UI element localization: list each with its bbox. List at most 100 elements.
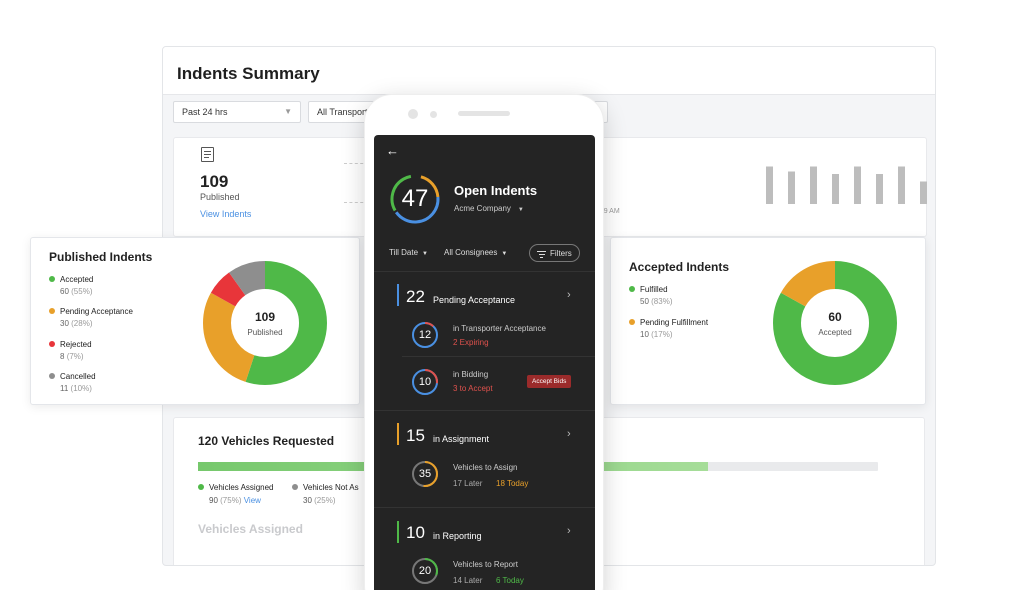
item-count: 12 <box>418 329 432 341</box>
legend-pct: (17%) <box>651 330 673 339</box>
sparkline-placeholder <box>344 163 374 203</box>
donut-center-label: Accepted <box>818 328 852 337</box>
company-name: Acme Company <box>454 204 511 213</box>
legend-label: Pending Acceptance <box>60 307 133 316</box>
item-later: 14 Later <box>453 576 483 585</box>
bar <box>766 166 773 204</box>
chevron-down-icon: ▼ <box>422 251 428 257</box>
filters-button[interactable]: Filters <box>529 244 580 262</box>
bar <box>898 166 905 204</box>
chevron-right-icon[interactable]: › <box>567 289 571 301</box>
legend-pct: (28%) <box>71 319 93 328</box>
bar-time-label: 7:29 AM <box>594 208 620 215</box>
consignees-filter[interactable]: All Consignees ▼ <box>444 248 507 257</box>
published-donut-center: 109 Published <box>225 310 305 337</box>
section-count: 22 <box>406 287 425 306</box>
bar <box>810 166 817 204</box>
section-count: 15 <box>406 426 425 445</box>
chevron-down-icon: ▼ <box>517 207 524 213</box>
legend-pct: (10%) <box>70 384 92 393</box>
legend-dot <box>49 276 55 282</box>
legend-pct: (7%) <box>66 352 84 361</box>
chevron-right-icon[interactable]: › <box>567 428 571 440</box>
divider <box>374 410 595 411</box>
indents-bar-chart-card: 7:29 AM <box>593 137 927 237</box>
item-count: 35 <box>418 468 432 480</box>
speaker-icon <box>458 111 510 116</box>
donut-slice-pending-acceptance <box>203 261 327 385</box>
bar <box>920 181 927 204</box>
bar <box>788 171 795 204</box>
donut-center-label: Published <box>247 328 283 337</box>
legend-label: Vehicles Not As <box>303 483 359 492</box>
item-ring <box>412 322 438 348</box>
document-icon <box>201 147 214 162</box>
legend-value: 8 <box>60 352 65 361</box>
published-donut-chart <box>203 261 327 385</box>
chevron-down-icon: ▼ <box>501 251 508 257</box>
view-indents-link[interactable]: View Indents <box>200 209 252 219</box>
legend-value: 11 <box>60 384 69 393</box>
transporter-value: All Transporte <box>317 107 373 117</box>
bar <box>876 174 883 204</box>
item-later: 17 Later <box>453 479 483 488</box>
date-filter[interactable]: Till Date ▼ <box>389 248 428 257</box>
sensor-icon <box>430 111 437 118</box>
published-label: Published <box>200 192 240 202</box>
donut-center-value: 109 <box>254 310 276 324</box>
section-accent <box>397 521 399 543</box>
divider <box>402 356 595 357</box>
legend-pending-fulfillment: Pending Fulfillment 10 (17%) <box>629 318 708 339</box>
time-range-value: Past 24 hrs <box>182 107 228 117</box>
vehicles-requested-title: 120 Vehicles Requested <box>198 434 335 448</box>
item-title: Vehicles to Assign <box>453 463 518 472</box>
legend-label: Vehicles Assigned <box>209 483 274 492</box>
vehicles-assigned-subtitle: Vehicles Assigned <box>198 522 303 536</box>
legend-value: 60 <box>60 287 69 296</box>
legend-pct: (55%) <box>71 287 93 296</box>
indents-bar-chart <box>766 166 927 204</box>
chevron-right-icon[interactable]: › <box>567 525 571 537</box>
legend-value: 50 <box>640 297 649 306</box>
company-select[interactable]: Acme Company ▼ <box>454 204 524 213</box>
section-label: in Assignment <box>433 434 490 444</box>
vehicles-assigned-legend: Vehicles Assigned 90 (75%) View <box>198 483 274 505</box>
open-indents-count: 47 <box>401 185 429 212</box>
legend-label: Fulfilled <box>640 285 668 294</box>
time-range-select[interactable]: Past 24 hrs ▼ <box>173 101 301 123</box>
vehicles-not-assigned-legend: Vehicles Not As 30 (25%) <box>292 483 359 505</box>
divider <box>374 507 595 508</box>
accept-bids-button[interactable]: Accept Bids <box>527 375 572 388</box>
section-label: Pending Acceptance <box>433 295 516 305</box>
item-today: 18 Today <box>496 479 529 488</box>
dashboard-header: Indents Summary <box>163 47 935 95</box>
legend-dot <box>49 308 55 314</box>
date-filter-label: Till Date <box>389 248 419 257</box>
legend-label: Accepted <box>60 275 94 284</box>
legend-value: 10 <box>640 330 649 339</box>
camera-icon <box>408 109 418 119</box>
page-title: Indents Summary <box>177 64 320 83</box>
donut-slice-cancelled <box>203 261 327 385</box>
legend-dot <box>629 319 635 325</box>
open-indents-title: Open Indents <box>454 183 538 198</box>
bar <box>854 166 861 204</box>
section-count: 10 <box>406 523 425 542</box>
donut-slice-pending-fulfillment <box>773 261 897 385</box>
open-indents-ring <box>390 174 440 224</box>
donut-center-value: 60 <box>828 310 842 324</box>
filters-label: Filters <box>550 249 572 258</box>
divider <box>374 271 595 272</box>
legend-cancelled: Cancelled 11 (10%) <box>49 372 96 393</box>
item-ring <box>412 558 438 584</box>
legend-value: 30 <box>60 319 69 328</box>
open-indents-screen: ← 47 Open Indents Acme Company ▼ Till Dat… <box>374 135 595 590</box>
view-assigned-link[interactable]: View <box>243 496 261 505</box>
chevron-down-icon: ▼ <box>284 107 292 116</box>
accepted-donut-center: 60 Accepted <box>795 310 875 337</box>
item-today: 6 Today <box>496 576 524 585</box>
item-to-accept: 3 to Accept <box>453 384 493 393</box>
accepted-indents-title: Accepted Indents <box>629 260 730 274</box>
back-arrow-icon[interactable]: ← <box>386 143 399 158</box>
item-ring <box>412 461 438 487</box>
